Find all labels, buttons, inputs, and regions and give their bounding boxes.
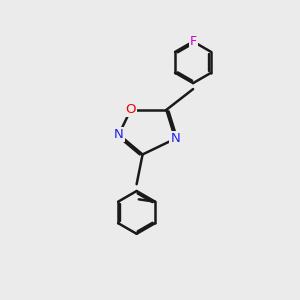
Text: F: F <box>190 35 197 48</box>
Text: N: N <box>170 132 180 145</box>
Text: N: N <box>114 128 124 141</box>
Text: O: O <box>125 103 136 116</box>
